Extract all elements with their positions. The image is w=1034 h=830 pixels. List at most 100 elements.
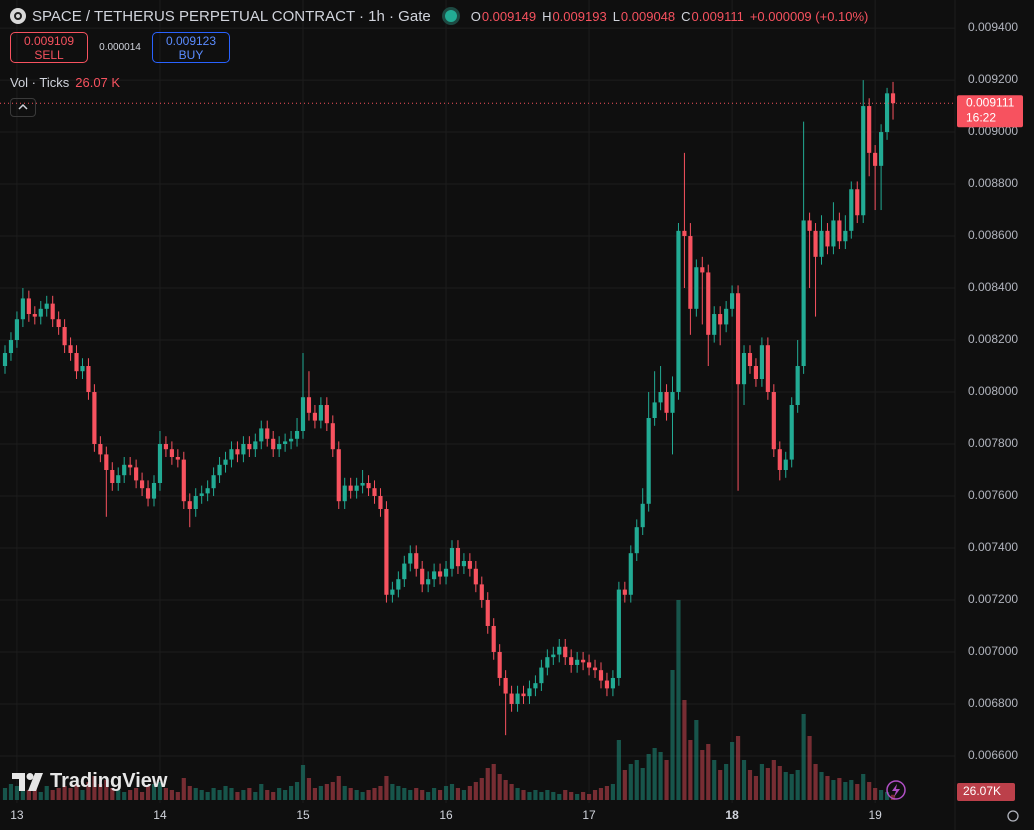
candle-body: [74, 353, 79, 372]
volume-bar: [44, 786, 49, 800]
x-tick-label: 17: [582, 808, 596, 822]
buy-button[interactable]: 0.009123 BUY: [152, 32, 230, 63]
volume-bar: [74, 784, 79, 800]
candle-body: [497, 651, 502, 678]
volume-bar: [777, 766, 782, 800]
candle-body: [366, 482, 371, 489]
candle-body: [294, 431, 300, 439]
y-tick-label: 0.007400: [968, 540, 1018, 554]
volume-bar: [873, 788, 878, 800]
volume-bar: [122, 792, 127, 800]
candle-body: [14, 319, 20, 341]
volume-bar: [62, 786, 67, 800]
candle-body: [122, 464, 127, 476]
candle-body: [527, 688, 532, 697]
volume-bar: [730, 742, 735, 800]
change: +0.000009 (+0.10%): [749, 8, 869, 24]
volume-bar: [229, 788, 234, 800]
volume-bar: [849, 780, 854, 800]
sell-button[interactable]: 0.009109 SELL: [10, 32, 88, 63]
volume-bar: [294, 782, 300, 800]
candle-body: [277, 444, 282, 450]
volume-bar: [724, 764, 729, 800]
candle-body: [360, 482, 365, 486]
candle-body: [211, 475, 216, 489]
candle-body: [759, 345, 764, 380]
volume-bar: [533, 790, 538, 800]
volume-bar: [116, 790, 121, 800]
volume-bar: [336, 776, 341, 800]
candle-body: [765, 345, 770, 393]
volume-bar: [38, 792, 43, 800]
volume-bar: [187, 786, 192, 800]
candle-body: [724, 308, 729, 325]
volume-bar: [80, 790, 85, 800]
ohlc-item: H0.009193: [542, 9, 607, 24]
market-status[interactable]: [444, 10, 457, 22]
candle-body: [652, 402, 657, 419]
candle-body: [825, 230, 830, 247]
ohlc-item: C0.009111: [681, 9, 744, 24]
ohlc-label: L: [612, 8, 620, 24]
volume-bar: [473, 782, 478, 800]
candle-body: [890, 93, 896, 104]
volume-tag: 26.07K: [963, 784, 1001, 798]
ohlc-item: O0.009149: [471, 9, 536, 24]
volume-bar: [801, 714, 806, 800]
volume-bar: [747, 770, 753, 800]
candle-body: [181, 459, 186, 502]
candle-body: [831, 220, 836, 247]
watermark: TradingView: [12, 770, 167, 793]
candle-body: [247, 444, 252, 450]
candle-body: [324, 405, 329, 424]
volume-bar: [825, 776, 830, 800]
y-tick-label: 0.008200: [968, 332, 1018, 346]
volume-bar: [193, 788, 198, 800]
volume-bar: [741, 760, 747, 800]
volume-bar: [694, 720, 699, 800]
candle-body: [271, 438, 276, 450]
volume-bar: [664, 760, 669, 800]
candle-body: [622, 589, 627, 595]
candle-body: [20, 298, 25, 320]
candle-body: [485, 599, 490, 626]
volume-bar: [563, 790, 568, 800]
candle-body: [235, 449, 240, 455]
x-tick-label: 15: [296, 808, 310, 822]
candle-body: [664, 392, 669, 413]
collapse-button[interactable]: [10, 98, 36, 117]
volume-bar: [366, 790, 371, 800]
volume-bar: [396, 786, 401, 800]
symbol-title[interactable]: SPACE / TETHERUS PERPETUAL CONTRACT · 1h…: [32, 7, 431, 25]
volume-bar: [497, 774, 502, 800]
volume-bar: [211, 788, 216, 800]
candle-body: [658, 392, 663, 403]
x-tick-label: 19: [868, 808, 882, 822]
volume-bar: [867, 782, 872, 800]
volume-bar: [330, 782, 335, 800]
volume-bar: [581, 792, 586, 800]
y-tick-label: 0.008400: [968, 280, 1018, 294]
x-tick-label: 18: [725, 808, 739, 822]
candle-body: [753, 366, 759, 380]
candle-body: [706, 272, 711, 335]
volume-bar: [8, 784, 14, 800]
candle-body: [586, 662, 592, 668]
volume-bar: [378, 786, 383, 800]
candle-body: [265, 428, 270, 439]
volume-bar: [884, 792, 890, 800]
volume-bar: [354, 790, 359, 800]
volume-bar: [539, 792, 544, 800]
volume-bar: [688, 740, 693, 800]
candle-body: [300, 397, 306, 432]
volume-bar: [253, 792, 258, 800]
y-tick-label: 0.006600: [968, 748, 1018, 762]
candle-body: [110, 469, 115, 483]
volume-label[interactable]: Vol · Ticks: [10, 75, 70, 90]
candle-body: [134, 467, 139, 481]
candle-body: [139, 480, 145, 489]
candle-body: [288, 438, 294, 442]
volume-bar: [604, 786, 610, 800]
volume-bar: [461, 790, 466, 800]
candle-body: [283, 441, 288, 445]
